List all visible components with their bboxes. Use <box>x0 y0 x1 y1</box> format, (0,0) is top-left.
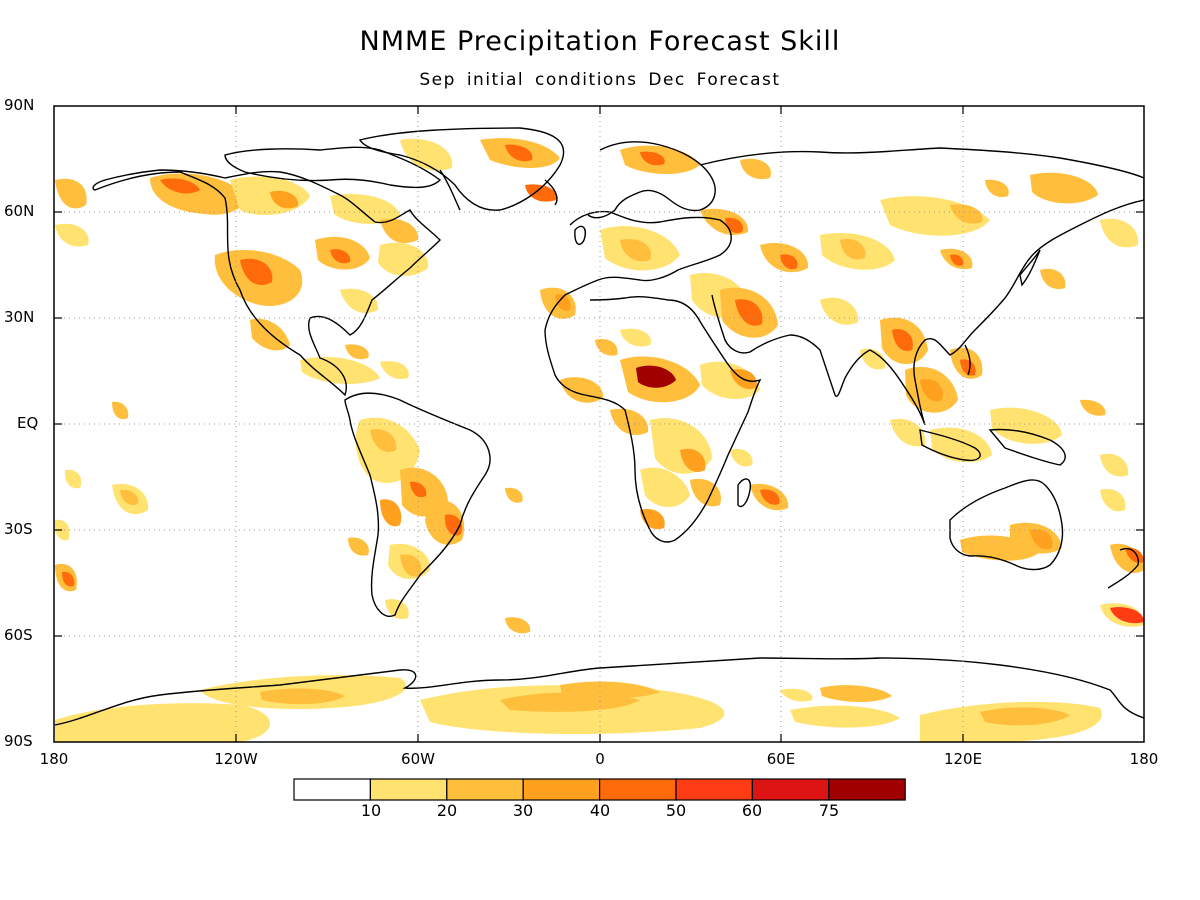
colorbar <box>293 778 906 801</box>
skill-patches <box>54 138 1144 742</box>
colorbar-swatch <box>675 778 754 801</box>
colorbar-label-60: 60 <box>741 801 763 820</box>
colorbar-label-40: 40 <box>589 801 611 820</box>
colorbar-swatch <box>751 778 830 801</box>
map-subtitle: Sep initial conditions Dec Forecast <box>419 70 781 90</box>
lat-label-90s: 90S <box>4 732 33 750</box>
colorbar-label-30: 30 <box>512 801 534 820</box>
colorbar-swatch <box>522 778 601 801</box>
lat-label-eq: EQ <box>17 414 39 432</box>
axis-ticks <box>54 106 1144 742</box>
colorbar-label-20: 20 <box>436 801 458 820</box>
coastlines <box>54 127 1144 726</box>
lat-label-30n: 30N <box>4 308 35 326</box>
colorbar-swatch <box>369 778 448 801</box>
colorbar-label-75: 75 <box>818 801 840 820</box>
lon-label-0: 0 <box>595 750 605 768</box>
lat-label-60s: 60S <box>4 626 33 644</box>
colorbar-swatch <box>598 778 677 801</box>
lat-label-90n: 90N <box>4 96 35 114</box>
lon-label-120w: 120W <box>214 750 258 768</box>
colorbar-swatch <box>293 778 372 801</box>
lon-label-180w: 180 <box>39 750 69 768</box>
lon-label-120e: 120E <box>943 750 983 768</box>
lon-label-180e: 180 <box>1129 750 1159 768</box>
colorbar-label-50: 50 <box>665 801 687 820</box>
map-title: NMME Precipitation Forecast Skill <box>359 26 841 57</box>
gridlines <box>54 106 1144 742</box>
lat-label-30s: 30S <box>4 520 33 538</box>
colorbar-swatch <box>446 778 524 801</box>
colorbar-label-10: 10 <box>360 801 382 820</box>
colorbar-swatch <box>828 778 906 801</box>
lon-label-60e: 60E <box>766 750 796 768</box>
lon-label-60w: 60W <box>401 750 435 768</box>
lat-label-60n: 60N <box>4 202 35 220</box>
